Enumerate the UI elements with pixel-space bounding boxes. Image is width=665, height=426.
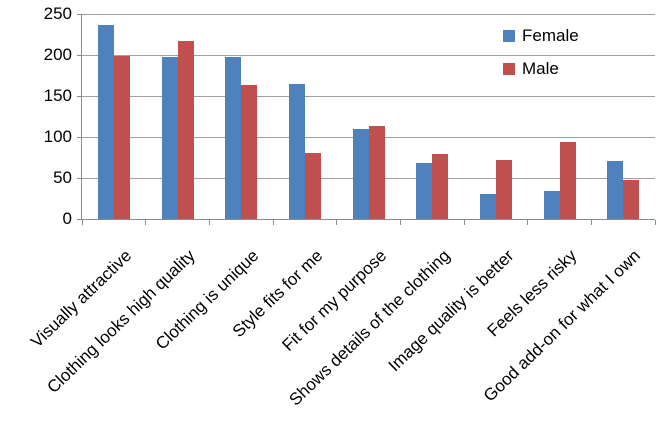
bar-female-2 (225, 57, 242, 219)
bar-female-6 (479, 193, 496, 219)
y-tick-label-200: 200 (43, 45, 72, 64)
legend-item-female: Female (503, 26, 579, 46)
y-tick-label-0: 0 (62, 209, 72, 228)
bar-female-7 (543, 191, 560, 219)
bar-female-4 (352, 128, 369, 219)
legend-label-male: Male (522, 59, 559, 78)
gridline-200 (82, 54, 655, 56)
gridline-250 (82, 13, 655, 15)
bar-male-7 (559, 141, 576, 219)
bar-male-4 (368, 125, 385, 219)
x-tick-2 (208, 220, 210, 225)
y-tick-label-100: 100 (43, 127, 72, 146)
legend: Female Male (503, 26, 579, 92)
x-tick-3 (272, 220, 274, 225)
bar-female-3 (288, 83, 305, 219)
bar-male-1 (177, 41, 194, 219)
y-tick-label-150: 150 (43, 86, 72, 105)
legend-item-male: Male (503, 59, 579, 79)
x-tick-5 (399, 220, 401, 225)
y-tick-100 (77, 136, 82, 138)
y-tick-label-250: 250 (43, 4, 72, 23)
bar-female-0 (97, 24, 114, 219)
gridline-150 (82, 95, 655, 97)
bar-male-6 (495, 159, 512, 219)
bar-female-1 (161, 56, 178, 219)
bar-male-5 (432, 154, 449, 219)
legend-swatch-male (503, 63, 515, 75)
bar-male-0 (113, 55, 130, 219)
x-tick-8 (590, 220, 592, 225)
y-tick-250 (77, 13, 82, 15)
x-tick-9 (654, 220, 656, 225)
bar-male-2 (241, 85, 258, 219)
y-axis-line (81, 14, 82, 220)
x-tick-0 (81, 220, 83, 225)
x-tick-4 (336, 220, 338, 225)
x-category-label-6: Image quality is better (384, 246, 518, 376)
x-axis-line (81, 219, 655, 220)
bar-female-8 (607, 160, 624, 219)
y-tick-150 (77, 95, 82, 97)
y-tick-50 (77, 177, 82, 179)
legend-label-female: Female (522, 26, 579, 45)
x-tick-7 (527, 220, 529, 225)
x-tick-6 (463, 220, 465, 225)
y-tick-label-50: 50 (53, 168, 72, 187)
y-tick-0 (77, 218, 82, 220)
bar-male-8 (623, 179, 640, 219)
x-tick-1 (145, 220, 147, 225)
y-tick-200 (77, 54, 82, 56)
legend-swatch-female (503, 30, 515, 42)
bar-male-3 (304, 153, 321, 219)
bar-female-5 (416, 163, 433, 219)
